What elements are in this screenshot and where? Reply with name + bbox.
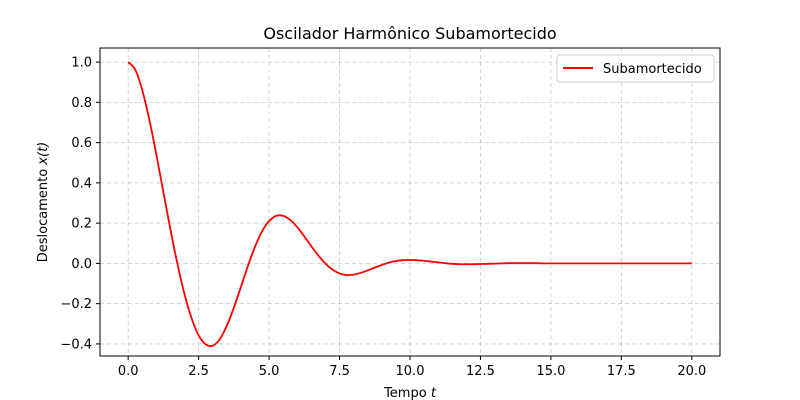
y-axis-ticks: −0.4 −0.2 0.0 0.2 0.4 0.6 0.8 1.0 xyxy=(60,56,100,352)
y-tick-label: −0.2 xyxy=(60,297,92,312)
chart-title: Oscilador Harmônico Subamortecido xyxy=(263,24,556,43)
x-tick-label: 5.0 xyxy=(259,364,280,379)
y-tick-label: 1.0 xyxy=(71,56,92,71)
grid-lines xyxy=(100,48,720,356)
x-tick-label: 15.0 xyxy=(536,364,565,379)
x-tick-label: 17.5 xyxy=(607,364,636,379)
x-axis-label-text: Tempo xyxy=(383,386,427,400)
x-tick-label: 0.0 xyxy=(118,364,139,379)
x-tick-label: 12.5 xyxy=(466,364,495,379)
y-tick-label: 0.0 xyxy=(71,257,92,272)
legend-label-subamortecido: Subamortecido xyxy=(603,62,702,77)
x-tick-label: 7.5 xyxy=(329,364,350,379)
x-axis-label-variable: t xyxy=(431,386,437,400)
legend-box xyxy=(556,54,715,83)
y-axis-label: Deslocamento x(t) xyxy=(36,142,51,263)
x-tick-label: 2.5 xyxy=(188,364,209,379)
x-tick-label: 20.0 xyxy=(677,364,706,379)
series-layer xyxy=(127,61,692,348)
y-tick-label: −0.4 xyxy=(60,337,92,352)
y-tick-label: 0.6 xyxy=(71,136,92,151)
y-tick-label: 0.4 xyxy=(71,176,92,191)
x-axis-ticks: 0.0 2.5 5.0 7.5 10.0 12.5 15.0 17.5 20.0 xyxy=(118,356,706,379)
legend: Subamortecido xyxy=(556,54,715,83)
y-tick-label: 0.8 xyxy=(71,96,92,111)
x-axis-label: Tempo t xyxy=(383,386,437,400)
series-line-subamortecido xyxy=(127,61,692,348)
y-axis-label-variable: x(t) xyxy=(36,142,51,166)
y-axis-label-text: Deslocamento xyxy=(36,169,51,262)
x-tick-label: 10.0 xyxy=(396,364,425,379)
y-tick-label: 0.2 xyxy=(71,217,92,232)
